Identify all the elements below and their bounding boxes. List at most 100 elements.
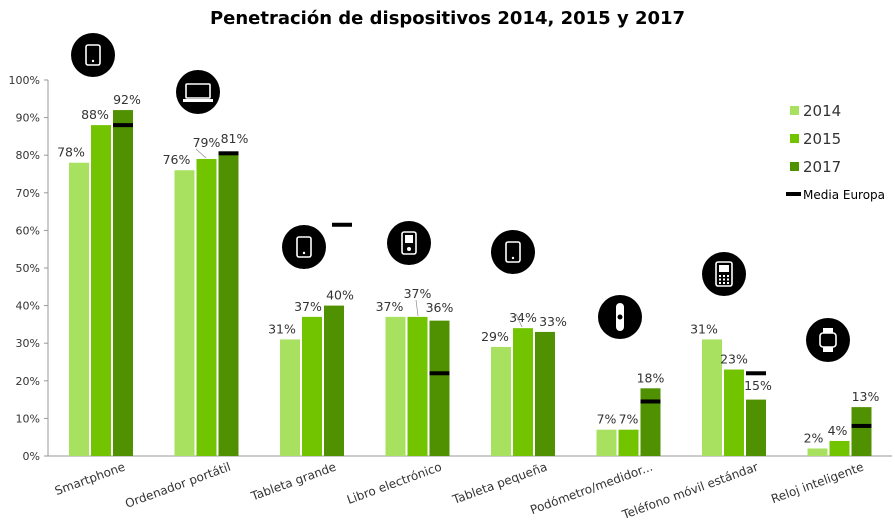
ereader-icon-glyph (407, 247, 411, 251)
data-label: 36% (426, 300, 454, 315)
feature-phone-icon-glyph (727, 275, 729, 277)
legend-swatch (790, 106, 799, 115)
data-label: 40% (326, 288, 354, 303)
bar (385, 316, 406, 456)
data-label: 79% (193, 135, 221, 150)
bar (851, 407, 872, 456)
y-tick-label: 30% (16, 337, 40, 350)
bar (829, 440, 850, 456)
data-label: 7% (619, 412, 639, 427)
feature-phone-icon-glyph (723, 275, 725, 277)
feature-phone-icon-glyph (719, 265, 729, 272)
feature-phone-icon (702, 252, 746, 296)
category-label: Libro electrónico (345, 460, 444, 507)
europe-average-marker (113, 123, 133, 128)
bar (491, 346, 511, 456)
laptop-icon-glyph (185, 83, 211, 99)
data-label: 15% (744, 378, 772, 393)
data-label: 31% (268, 321, 296, 336)
feature-phone-icon-glyph (727, 282, 729, 284)
feature-phone-icon-glyph (715, 261, 733, 287)
europe-average-marker (746, 371, 766, 376)
legend-label: 2017 (803, 158, 841, 176)
smartwatch-icon (806, 318, 850, 362)
feature-phone-icon-glyph (719, 275, 721, 277)
tablet-icon-glyph (302, 251, 306, 255)
data-label: 37% (404, 286, 432, 301)
bar (746, 399, 766, 456)
category-label: Smartphone (53, 460, 127, 498)
y-tick-label: 70% (16, 187, 40, 200)
small-tablet-icon-glyph (511, 256, 515, 260)
data-label: 33% (539, 314, 567, 329)
feature-phone-icon-glyph (719, 282, 721, 284)
bar (280, 339, 300, 456)
y-tick-label: 90% (16, 112, 40, 125)
bar (429, 320, 450, 456)
bar (302, 316, 322, 456)
bar (69, 162, 89, 456)
data-label: 2% (804, 430, 824, 445)
bar (513, 328, 533, 456)
category-label: Tableta pequeña (450, 460, 549, 508)
legend-label: Media Europa (803, 188, 885, 202)
data-label: 29% (481, 329, 509, 344)
y-tick-label: 60% (16, 224, 40, 237)
data-label: 13% (852, 389, 880, 404)
bar (618, 429, 639, 456)
feature-phone-icon-glyph (723, 282, 725, 284)
bar (535, 331, 555, 456)
category-label: Reloj inteligente (769, 460, 865, 506)
bar (91, 125, 111, 457)
chart-title: Penetración de dispositivos 2014, 2015 y… (209, 8, 686, 29)
smartphone-icon-glyph (85, 44, 101, 66)
europe-average-marker (218, 151, 239, 156)
bar (113, 110, 133, 456)
tablet-icon-glyph (296, 236, 312, 258)
small-tablet-icon-glyph (505, 241, 521, 263)
y-tick-label: 100% (9, 74, 40, 87)
data-label: 4% (828, 423, 848, 438)
smartphone-icon (71, 33, 115, 77)
y-tick-label: 40% (16, 300, 40, 313)
category-label: Tableta grande (248, 460, 338, 504)
y-tick-label: 50% (16, 262, 40, 275)
data-label: 76% (163, 152, 191, 167)
data-label: 81% (221, 131, 249, 146)
europe-average-marker (429, 371, 450, 376)
y-tick-label: 20% (16, 375, 40, 388)
laptop-icon-glyph (183, 99, 213, 102)
bar (596, 429, 617, 456)
leader-line (415, 299, 419, 317)
data-label: 18% (637, 370, 665, 385)
europe-average-marker (332, 222, 352, 227)
bar (724, 369, 744, 456)
leader-line (515, 313, 523, 328)
y-tick-label: 10% (16, 412, 40, 425)
pedometer-icon-glyph (617, 314, 623, 320)
feature-phone-icon-glyph (727, 278, 729, 281)
bar (174, 170, 195, 457)
bar (807, 448, 828, 456)
data-label: 37% (294, 299, 322, 314)
smartphone-icon-glyph (91, 59, 95, 63)
y-tick-label: 80% (16, 149, 40, 162)
bar (640, 388, 661, 456)
bar (196, 158, 217, 456)
ereader-icon-glyph (401, 231, 417, 255)
laptop-icon (176, 70, 220, 114)
y-tick-label: 0% (23, 450, 40, 463)
data-label: 88% (81, 107, 109, 122)
smartwatch-icon-glyph (823, 347, 833, 352)
europe-average-marker (640, 399, 661, 404)
legend-label: 2015 (803, 130, 841, 148)
tablet-icon (282, 225, 326, 269)
bar (702, 339, 722, 456)
smartwatch-icon-glyph (823, 328, 833, 333)
bar (407, 316, 428, 456)
bar (324, 305, 344, 456)
legend-label: 2014 (803, 102, 841, 120)
category-label: Ordenador portátil (123, 460, 232, 511)
data-label: 34% (509, 310, 537, 325)
